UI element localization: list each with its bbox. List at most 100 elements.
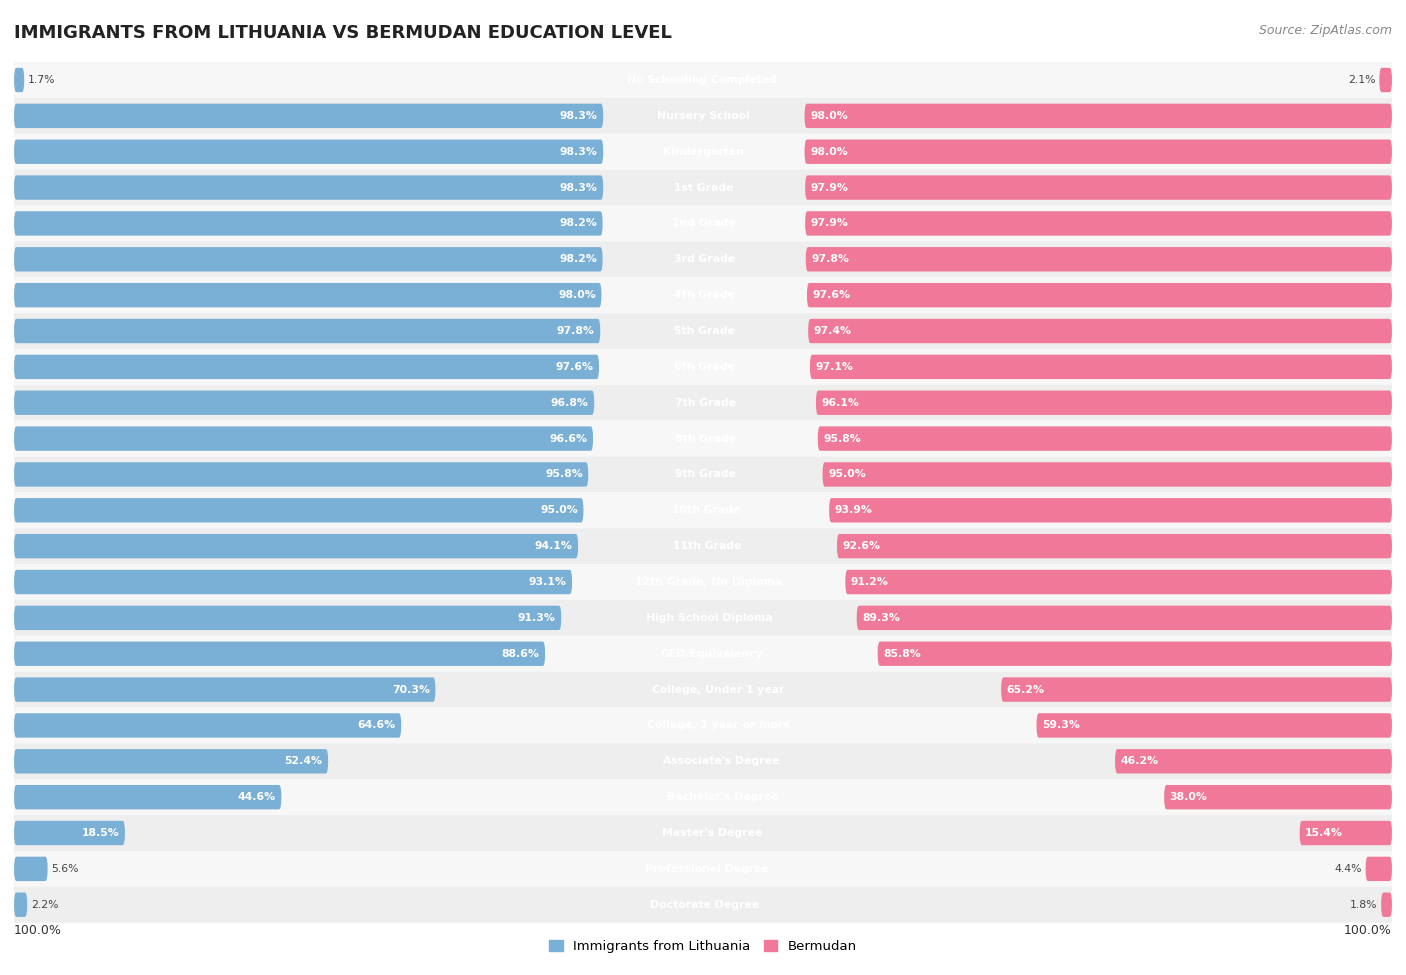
Text: 1.8%: 1.8% [1350, 900, 1378, 910]
Text: 100.0%: 100.0% [1344, 924, 1392, 937]
Text: 97.6%: 97.6% [813, 291, 851, 300]
FancyBboxPatch shape [14, 349, 1392, 385]
Text: Master's Degree: Master's Degree [662, 828, 762, 838]
FancyBboxPatch shape [14, 176, 603, 200]
FancyBboxPatch shape [823, 462, 1392, 487]
Text: 92.6%: 92.6% [842, 541, 880, 551]
FancyBboxPatch shape [14, 851, 1392, 887]
Text: 97.4%: 97.4% [814, 326, 852, 336]
FancyBboxPatch shape [806, 212, 1392, 236]
FancyBboxPatch shape [14, 456, 1392, 492]
Text: 52.4%: 52.4% [284, 757, 322, 766]
Text: 95.0%: 95.0% [828, 469, 866, 480]
FancyBboxPatch shape [14, 355, 599, 379]
FancyBboxPatch shape [14, 385, 1392, 420]
FancyBboxPatch shape [808, 319, 1392, 343]
FancyBboxPatch shape [14, 242, 1392, 277]
Text: Doctorate Degree: Doctorate Degree [650, 900, 759, 910]
Text: 98.0%: 98.0% [810, 111, 848, 121]
Text: 4.4%: 4.4% [1334, 864, 1362, 874]
Text: GED/Equivalency: GED/Equivalency [659, 648, 763, 659]
Text: 91.3%: 91.3% [517, 613, 555, 623]
FancyBboxPatch shape [14, 134, 1392, 170]
FancyBboxPatch shape [14, 636, 1392, 672]
FancyBboxPatch shape [14, 206, 1392, 242]
FancyBboxPatch shape [14, 62, 1392, 98]
Legend: Immigrants from Lithuania, Bermudan: Immigrants from Lithuania, Bermudan [544, 935, 862, 958]
Text: 95.8%: 95.8% [824, 434, 860, 444]
Text: 12th Grade, No Diploma: 12th Grade, No Diploma [636, 577, 782, 587]
Text: 5.6%: 5.6% [51, 864, 79, 874]
Text: Kindergarten: Kindergarten [664, 146, 744, 157]
FancyBboxPatch shape [815, 391, 1392, 415]
FancyBboxPatch shape [810, 355, 1392, 379]
Text: 96.6%: 96.6% [550, 434, 588, 444]
Text: Source: ZipAtlas.com: Source: ZipAtlas.com [1258, 24, 1392, 37]
FancyBboxPatch shape [856, 605, 1392, 630]
Text: 38.0%: 38.0% [1170, 792, 1208, 802]
Text: 6th Grade: 6th Grade [673, 362, 735, 371]
Text: 93.1%: 93.1% [529, 577, 567, 587]
Text: 7th Grade: 7th Grade [675, 398, 735, 408]
FancyBboxPatch shape [14, 420, 1392, 456]
FancyBboxPatch shape [804, 139, 1392, 164]
Text: 89.3%: 89.3% [862, 613, 900, 623]
FancyBboxPatch shape [14, 247, 603, 271]
FancyBboxPatch shape [14, 391, 595, 415]
FancyBboxPatch shape [804, 103, 1392, 128]
FancyBboxPatch shape [14, 283, 602, 307]
Text: Associate's Degree: Associate's Degree [664, 757, 780, 766]
Text: 65.2%: 65.2% [1007, 684, 1045, 694]
Text: 96.8%: 96.8% [551, 398, 589, 408]
FancyBboxPatch shape [845, 569, 1392, 594]
FancyBboxPatch shape [14, 779, 1392, 815]
FancyBboxPatch shape [818, 426, 1392, 450]
Text: 59.3%: 59.3% [1042, 721, 1080, 730]
FancyBboxPatch shape [14, 277, 1392, 313]
FancyBboxPatch shape [14, 815, 1392, 851]
FancyBboxPatch shape [14, 887, 1392, 922]
Text: 97.9%: 97.9% [811, 218, 849, 228]
FancyBboxPatch shape [807, 283, 1392, 307]
FancyBboxPatch shape [14, 462, 588, 487]
FancyBboxPatch shape [877, 642, 1392, 666]
Text: 4th Grade: 4th Grade [673, 291, 735, 300]
FancyBboxPatch shape [14, 743, 1392, 779]
Text: 97.8%: 97.8% [557, 326, 595, 336]
FancyBboxPatch shape [1299, 821, 1392, 845]
Text: 95.8%: 95.8% [546, 469, 582, 480]
Text: High School Diploma: High School Diploma [645, 613, 772, 623]
Text: No Schooling Completed: No Schooling Completed [627, 75, 776, 85]
Text: 1.7%: 1.7% [28, 75, 55, 85]
FancyBboxPatch shape [14, 672, 1392, 708]
FancyBboxPatch shape [14, 170, 1392, 206]
FancyBboxPatch shape [806, 247, 1392, 271]
FancyBboxPatch shape [14, 642, 546, 666]
FancyBboxPatch shape [1365, 857, 1392, 881]
Text: 18.5%: 18.5% [82, 828, 120, 838]
FancyBboxPatch shape [14, 212, 603, 236]
FancyBboxPatch shape [14, 528, 1392, 565]
FancyBboxPatch shape [14, 678, 436, 702]
Text: 11th Grade: 11th Grade [673, 541, 742, 551]
FancyBboxPatch shape [14, 498, 583, 523]
FancyBboxPatch shape [14, 98, 1392, 134]
Text: 97.9%: 97.9% [811, 182, 849, 193]
FancyBboxPatch shape [14, 821, 125, 845]
Text: 8th Grade: 8th Grade [675, 434, 735, 444]
Text: 98.2%: 98.2% [560, 254, 598, 264]
Text: 97.8%: 97.8% [811, 254, 849, 264]
FancyBboxPatch shape [14, 714, 401, 738]
Text: 94.1%: 94.1% [534, 541, 572, 551]
Text: Professional Degree: Professional Degree [645, 864, 769, 874]
FancyBboxPatch shape [1164, 785, 1392, 809]
FancyBboxPatch shape [14, 569, 572, 594]
FancyBboxPatch shape [1381, 892, 1392, 916]
Text: 2.2%: 2.2% [31, 900, 58, 910]
Text: 98.2%: 98.2% [560, 218, 598, 228]
Text: 70.3%: 70.3% [392, 684, 430, 694]
Text: 98.3%: 98.3% [560, 182, 598, 193]
FancyBboxPatch shape [14, 68, 24, 93]
Text: 9th Grade: 9th Grade [675, 469, 735, 480]
Text: 85.8%: 85.8% [883, 648, 921, 659]
